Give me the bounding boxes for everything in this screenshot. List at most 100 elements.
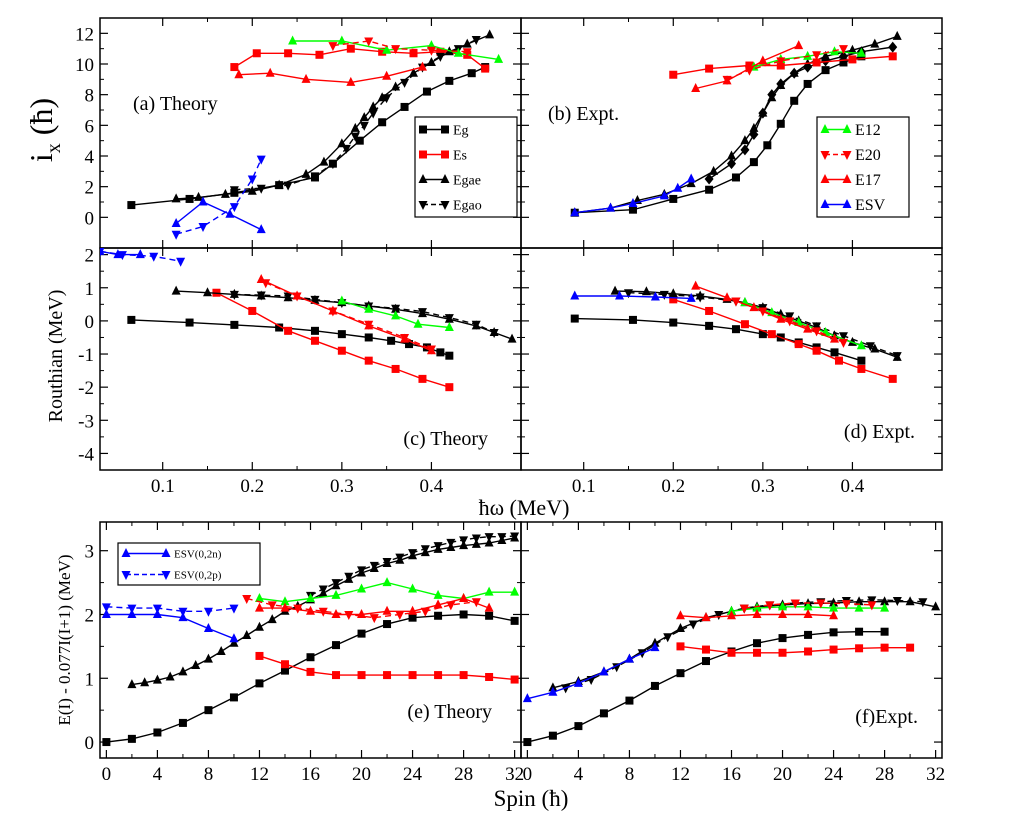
data-point-egao (395, 553, 405, 563)
data-point-e17 (752, 608, 762, 618)
series-layer (522, 596, 941, 747)
data-point-eg (485, 611, 494, 620)
x-tick-label: 0.3 (330, 476, 354, 497)
series-line-egae (176, 34, 490, 200)
series-line-e20 (744, 602, 872, 609)
data-point-es (459, 671, 468, 680)
y-tick-label: 2 (85, 178, 95, 199)
data-point-eg (705, 321, 714, 330)
data-point-e12 (484, 586, 494, 596)
data-point-e20 (816, 599, 826, 609)
data-point-es (434, 671, 443, 680)
data-point-esv (624, 653, 634, 663)
data-point-e12 (444, 322, 454, 332)
data-point-eg (405, 340, 414, 349)
data-point-egao (838, 332, 848, 342)
data-point-egao (229, 186, 239, 196)
data-point-es (794, 340, 803, 349)
data-point-egae (610, 285, 620, 295)
data-point-eg (804, 630, 813, 639)
data-point-e20 (344, 610, 354, 620)
data-point-e12 (880, 602, 890, 612)
data-point-e17 (778, 608, 788, 618)
panel-a: 0 2 4 6 8 10 12 (a) Theory Eg Es Egae Egao (75, 17, 522, 249)
data-point-e17 (691, 83, 701, 93)
data-point-egao (695, 293, 705, 303)
x-tick-label: 12 (250, 764, 269, 785)
data-point-esv(0,2p) (127, 604, 137, 614)
series-line-e12 (292, 40, 499, 61)
data-point-e17 (364, 320, 374, 330)
x-tick-label: 28 (454, 764, 473, 785)
legend-label: Egao (453, 198, 482, 213)
data-point-e12 (856, 340, 866, 350)
data-point-es (255, 651, 264, 660)
data-point-esv (673, 182, 683, 192)
legend-marker (441, 150, 449, 159)
series-line-e20 (726, 48, 844, 80)
data-point-eg (102, 738, 111, 747)
data-point-eg (599, 709, 608, 718)
data-point-eg (364, 333, 373, 342)
series-layer (570, 30, 902, 217)
series-layer (100, 248, 517, 392)
data-point-egae (171, 193, 181, 203)
data-point-egao (888, 41, 898, 53)
data-point-esv (522, 693, 532, 703)
data-point-egao (471, 320, 481, 330)
x-tick-label: 16 (301, 764, 320, 785)
series-line-esv-dash (100, 250, 181, 262)
data-point-es (346, 44, 355, 53)
legend-marker (121, 571, 131, 580)
data-point-egao (331, 579, 341, 589)
data-point-esv (650, 642, 660, 652)
data-point-egao (435, 52, 445, 62)
data-point-e17 (400, 333, 410, 343)
series-line-esv (527, 647, 656, 700)
data-point-egao (368, 109, 378, 119)
data-point-egao (663, 633, 673, 643)
legend-marker (842, 174, 852, 183)
y-tick-label: 0 (85, 733, 95, 754)
data-point-eg (776, 119, 785, 128)
data-point-e20 (242, 595, 252, 605)
data-point-e12 (337, 35, 347, 45)
y-tick-label: 3 (85, 542, 95, 563)
data-point-eg (628, 205, 637, 214)
data-point-egao (612, 663, 622, 673)
y-tick-label: 0 (85, 208, 95, 229)
panel-title: (e) Theory (407, 701, 492, 723)
panel-title: (b) Expt. (548, 103, 619, 125)
data-point-egao (283, 181, 293, 191)
data-point-egae (377, 92, 387, 102)
y-tick-label: -2 (78, 378, 94, 399)
data-point-egao (341, 144, 351, 154)
legend: ESV(0,2n) ESV(0,2p) (117, 542, 261, 586)
data-point-es (248, 306, 257, 315)
series-line-es (680, 645, 911, 654)
data-point-e20 (328, 42, 338, 52)
data-point-egao (417, 308, 427, 318)
data-point-es (409, 49, 418, 58)
data-point-egao (892, 352, 902, 362)
data-point-egao (310, 172, 320, 182)
data-point-e17 (346, 76, 356, 86)
data-point-es (669, 295, 678, 304)
data-point-e20 (391, 45, 401, 55)
data-point-e17 (292, 290, 302, 300)
data-point-eg (408, 613, 417, 622)
data-point-e20 (369, 614, 379, 624)
x-tick-label: 20 (773, 764, 792, 785)
data-point-egao (344, 572, 354, 582)
legend-marker (820, 124, 830, 133)
y-tick-label: 1 (85, 279, 95, 300)
data-point-eg (574, 722, 583, 731)
data-point-egao (497, 533, 507, 543)
data-point-eg (127, 201, 136, 210)
data-point-egao (471, 534, 481, 544)
data-point-esv (628, 198, 638, 208)
data-point-e17 (357, 608, 367, 618)
data-point-esv-b (256, 155, 266, 165)
data-point-egao (867, 596, 877, 606)
data-point-esv (135, 249, 145, 259)
